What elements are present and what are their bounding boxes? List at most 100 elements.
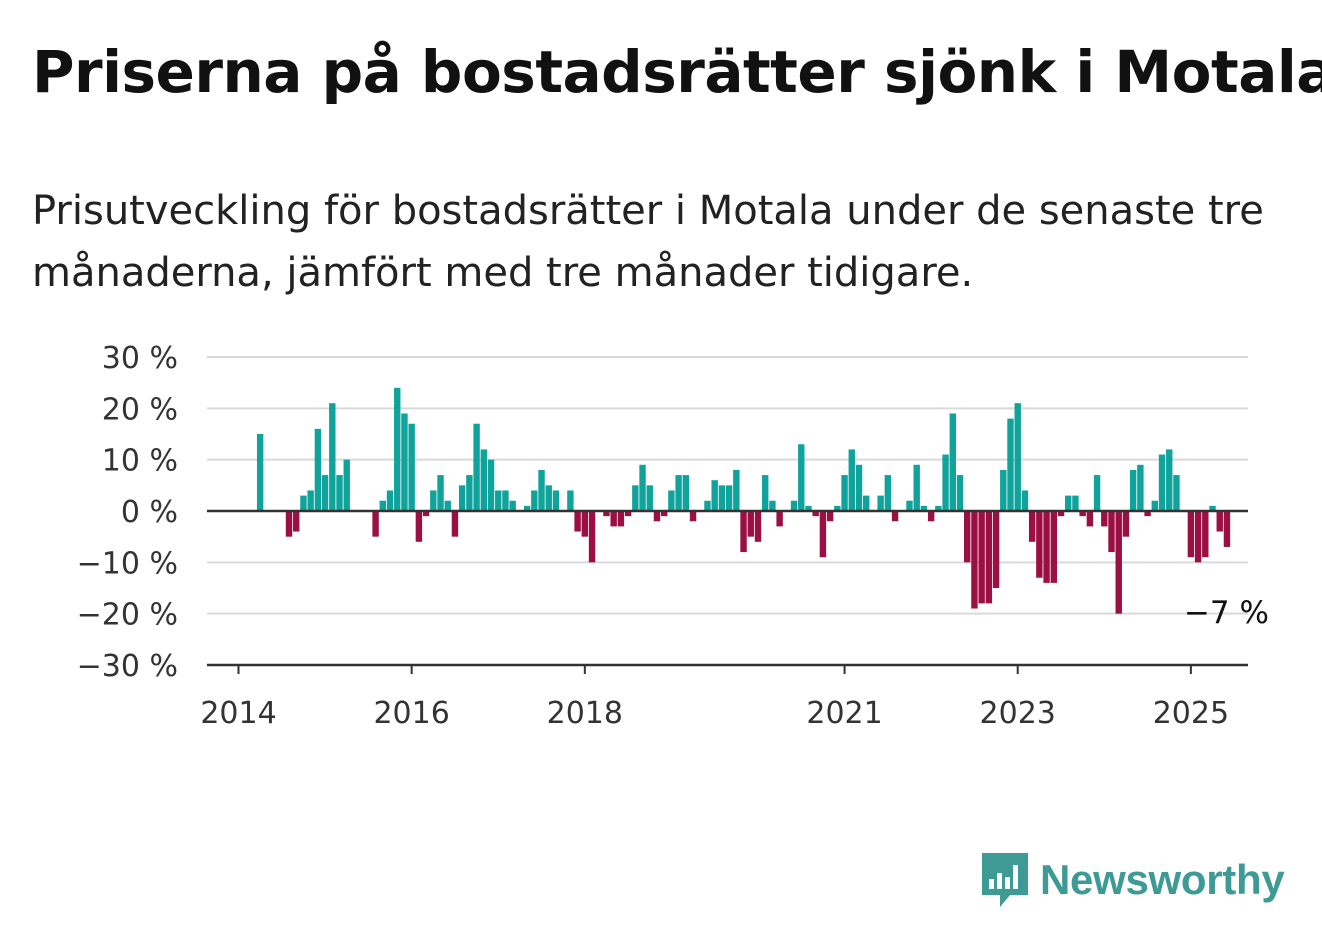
bar <box>502 490 509 511</box>
bar <box>848 449 855 511</box>
bar <box>841 475 848 511</box>
bar <box>985 511 993 604</box>
y-tick-label: 10 % <box>102 444 178 479</box>
bar <box>1166 449 1173 511</box>
bar <box>401 413 408 511</box>
bar <box>826 511 834 522</box>
bar <box>473 423 480 511</box>
bar <box>603 511 610 517</box>
bar <box>769 500 776 511</box>
bar <box>776 511 783 527</box>
bar <box>1079 511 1086 517</box>
bar <box>863 495 870 511</box>
newsworthy-logo-icon <box>982 853 1028 907</box>
x-tick-label: 2014 <box>200 696 276 730</box>
bar <box>1043 511 1050 583</box>
bar <box>567 490 574 511</box>
bar <box>545 485 552 511</box>
bar <box>480 449 488 511</box>
bar <box>956 475 964 511</box>
bar <box>819 511 827 558</box>
bar <box>329 403 336 511</box>
bar <box>336 475 343 511</box>
bar <box>964 511 971 563</box>
bar <box>798 444 805 511</box>
bar <box>978 511 985 604</box>
bar <box>884 475 892 511</box>
x-tick-label: 2018 <box>547 696 623 730</box>
bar <box>935 505 942 511</box>
bar <box>1028 511 1036 542</box>
y-tick-label: 20 % <box>102 392 178 427</box>
last-value-annotation: −7 % <box>1184 595 1269 631</box>
bar <box>430 490 437 511</box>
bar <box>733 469 740 511</box>
bar <box>725 485 733 511</box>
bar <box>444 500 451 511</box>
bar <box>1122 511 1130 537</box>
bar <box>408 423 415 511</box>
bar <box>314 428 322 511</box>
bar <box>1093 475 1101 511</box>
y-tick-label: 0 % <box>121 495 178 530</box>
bar <box>581 511 589 537</box>
bar <box>495 490 502 511</box>
bar <box>437 475 444 511</box>
bar <box>300 495 307 511</box>
bar <box>660 511 668 517</box>
bar <box>1086 511 1094 527</box>
bar <box>617 511 625 527</box>
bar <box>891 511 899 522</box>
bar <box>675 475 682 511</box>
bar <box>1194 511 1202 563</box>
bar <box>1050 511 1057 583</box>
bar <box>379 500 386 511</box>
x-tick-label: 2025 <box>1153 696 1229 730</box>
bar <box>588 511 596 563</box>
bar <box>1223 511 1231 547</box>
bar <box>372 511 379 537</box>
bar <box>689 511 697 522</box>
bar <box>1007 418 1014 511</box>
bar <box>1014 403 1021 511</box>
bar-chart: 30 %20 %10 %0 %−10 %−20 %−30 % 2014 2016 2… <box>77 341 1269 730</box>
bar <box>646 485 653 511</box>
bar <box>1036 511 1043 578</box>
bar <box>668 490 675 511</box>
bar <box>913 464 920 511</box>
bar <box>1065 495 1072 511</box>
bar <box>1216 511 1223 532</box>
bar <box>740 511 747 553</box>
bar <box>1000 469 1007 511</box>
brand-name: Newsworthy <box>1040 856 1285 903</box>
bar <box>487 459 495 511</box>
bar <box>949 413 956 511</box>
x-tick-label: 2023 <box>980 696 1056 730</box>
bar <box>920 505 928 511</box>
bar <box>1129 469 1137 511</box>
bar <box>574 511 581 532</box>
bar <box>704 500 711 511</box>
bar <box>386 490 394 511</box>
bar <box>790 500 798 511</box>
bar <box>1202 511 1209 558</box>
bar <box>711 480 718 511</box>
bar <box>927 511 935 522</box>
bar <box>307 490 314 511</box>
x-axis-labels: 2014 2016 2018 2021 2023 2025 <box>200 696 1229 730</box>
bar <box>653 511 661 522</box>
bar <box>1151 500 1158 511</box>
y-tick-label: −30 % <box>77 649 178 684</box>
bar <box>877 495 884 511</box>
bar <box>992 511 1000 588</box>
x-tick-label: 2021 <box>806 696 882 730</box>
bar <box>632 485 639 511</box>
bar <box>552 490 560 511</box>
annotations: −7 % <box>1184 595 1269 631</box>
bar <box>971 511 978 609</box>
y-tick-label: 30 % <box>102 341 178 376</box>
bar <box>538 469 545 511</box>
bar <box>1173 475 1180 511</box>
bar <box>466 475 473 511</box>
bar <box>747 511 754 537</box>
